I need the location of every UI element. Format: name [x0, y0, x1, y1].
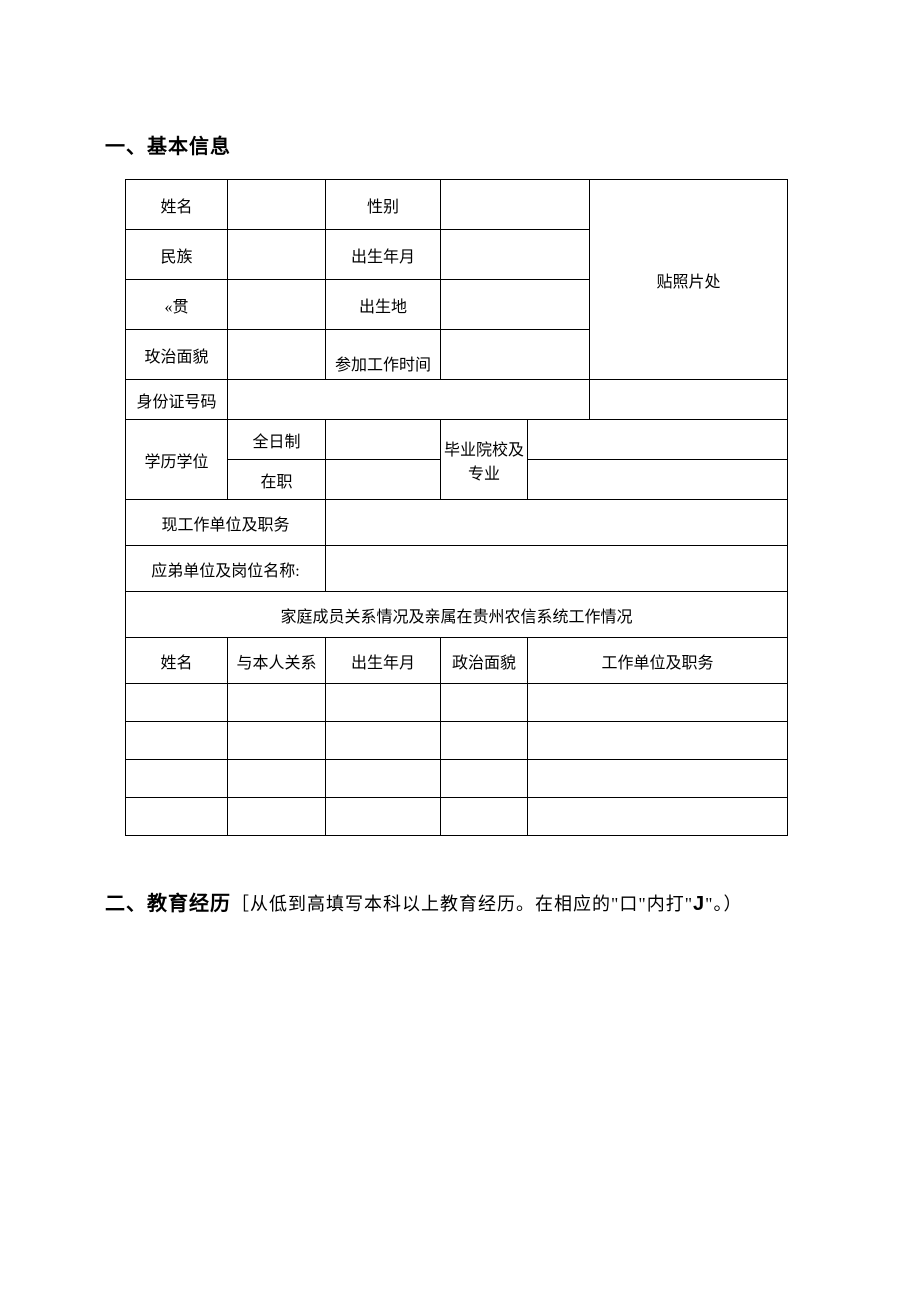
- section-2-title: 二、教育经历［从低到高填写本科以上教育经历。在相应的"口"内打"J"。）: [105, 886, 815, 922]
- label-political: 玫治面貌: [126, 330, 228, 380]
- label-currentwork: 现工作单位及职务: [126, 500, 326, 546]
- fam-col-relation: 与本人关系: [228, 638, 326, 684]
- fam-col-dob: 出生年月: [326, 638, 441, 684]
- field-applyunit[interactable]: [326, 546, 788, 592]
- field-school-2[interactable]: [528, 460, 788, 500]
- table-cell[interactable]: [441, 684, 528, 722]
- label-degree: 学历学位: [126, 420, 228, 500]
- table-cell[interactable]: [126, 760, 228, 798]
- table-cell[interactable]: [528, 722, 788, 760]
- field-workstart[interactable]: [441, 330, 590, 380]
- field-political[interactable]: [228, 330, 326, 380]
- field-birthplace[interactable]: [441, 280, 590, 330]
- label-fulltime: 全日制: [228, 420, 326, 460]
- label-birthplace: 出生地: [326, 280, 441, 330]
- table-cell[interactable]: [126, 684, 228, 722]
- field-idcard[interactable]: [228, 380, 590, 420]
- basic-info-table: 姓名 性别 贴照片处 民族 出生年月 «贯 出生地 玫治面貌 参加工作时间 身份…: [125, 179, 788, 836]
- table-cell[interactable]: [326, 798, 441, 836]
- label-idcard: 身份证号码: [126, 380, 228, 420]
- field-dob[interactable]: [441, 230, 590, 280]
- section-1-title: 一、基本信息: [105, 130, 815, 159]
- family-section-header: 家庭成员关系情况及亲属在贵州农信系统工作情况: [126, 592, 788, 638]
- section-2-note-j: J: [693, 893, 705, 915]
- table-cell[interactable]: [441, 798, 528, 836]
- field-gender[interactable]: [441, 180, 590, 230]
- table-cell[interactable]: [228, 760, 326, 798]
- field-name[interactable]: [228, 180, 326, 230]
- table-cell[interactable]: [441, 722, 528, 760]
- table-cell[interactable]: [126, 798, 228, 836]
- table-cell[interactable]: [528, 684, 788, 722]
- table-cell[interactable]: [228, 798, 326, 836]
- fam-col-work: 工作单位及职务: [528, 638, 788, 684]
- section-2-bold: 二、教育经历: [105, 893, 231, 915]
- section-2-note-b: "。）: [705, 894, 742, 914]
- table-cell[interactable]: [528, 798, 788, 836]
- label-school-line1: 毕业院校及: [444, 442, 524, 459]
- fam-col-name: 姓名: [126, 638, 228, 684]
- field-ethnicity[interactable]: [228, 230, 326, 280]
- label-workstart: 参加工作时间: [326, 330, 441, 380]
- label-dob: 出生年月: [326, 230, 441, 280]
- label-gender: 性别: [326, 180, 441, 230]
- field-currentwork[interactable]: [326, 500, 788, 546]
- table-cell[interactable]: [326, 684, 441, 722]
- label-name: 姓名: [126, 180, 228, 230]
- table-cell[interactable]: [228, 684, 326, 722]
- table-cell[interactable]: [228, 722, 326, 760]
- table-cell[interactable]: [326, 760, 441, 798]
- table-cell[interactable]: [326, 722, 441, 760]
- field-fulltime[interactable]: [326, 420, 441, 460]
- label-origin: «贯: [126, 280, 228, 330]
- label-applyunit: 应弟单位及岗位名称:: [126, 546, 326, 592]
- table-cell[interactable]: [441, 760, 528, 798]
- label-parttime: 在职: [228, 460, 326, 500]
- field-origin[interactable]: [228, 280, 326, 330]
- table-cell[interactable]: [528, 760, 788, 798]
- fam-col-political: 政治面貌: [441, 638, 528, 684]
- label-school-line2: 专业: [468, 466, 500, 483]
- photo-extend: [590, 380, 788, 420]
- photo-placeholder: 贴照片处: [590, 180, 788, 380]
- section-2-note-a: ［从低到高填写本科以上教育经历。在相应的"口"内打": [231, 894, 693, 914]
- label-school: 毕业院校及 专业: [441, 420, 528, 500]
- field-school-1[interactable]: [528, 420, 788, 460]
- label-ethnicity: 民族: [126, 230, 228, 280]
- field-parttime[interactable]: [326, 460, 441, 500]
- table-cell[interactable]: [126, 722, 228, 760]
